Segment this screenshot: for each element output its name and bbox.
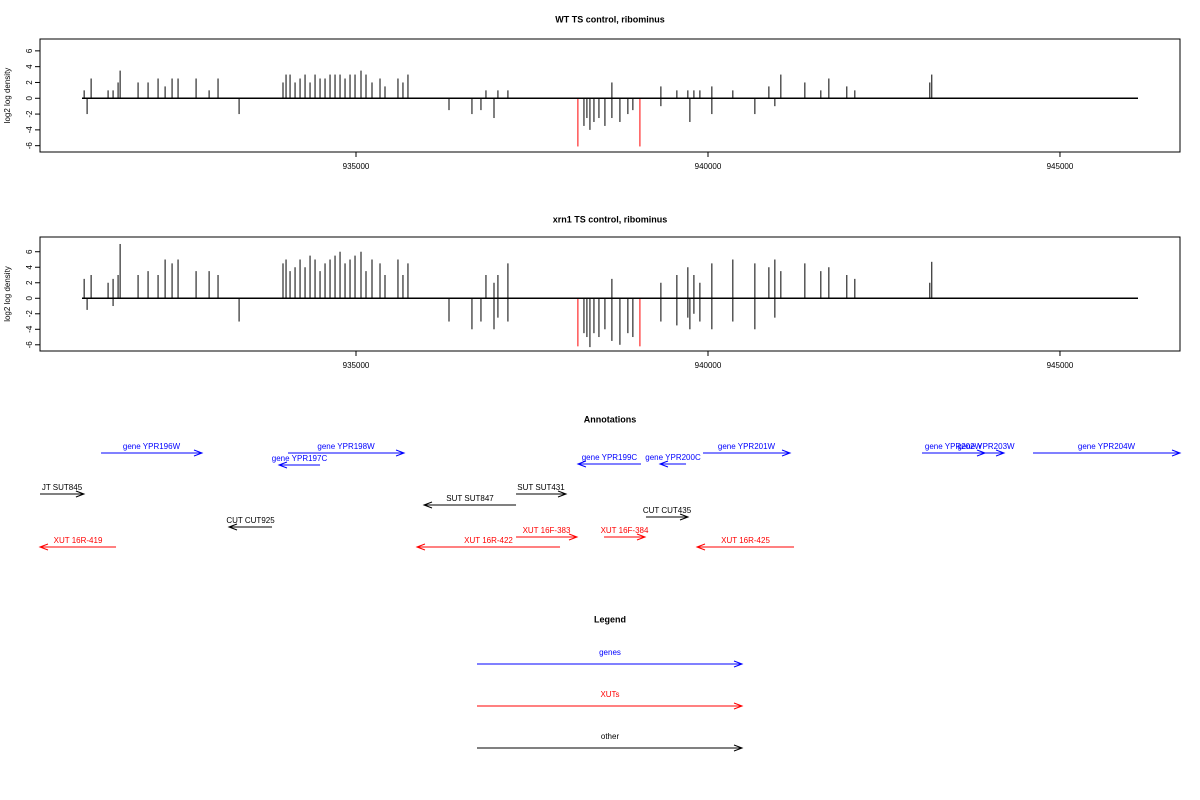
arrow-head bbox=[679, 513, 690, 521]
arrow-head bbox=[636, 533, 647, 541]
feature-label: gene YPR201W bbox=[718, 442, 776, 451]
y-axis-label: log2 log density bbox=[3, 68, 12, 124]
y-tick-label: 2 bbox=[25, 280, 34, 285]
arrow-head bbox=[395, 449, 406, 457]
x-tick-label: 940000 bbox=[695, 361, 722, 370]
feature-label: gene YPR199C bbox=[582, 453, 638, 462]
y-tick-label: 6 bbox=[25, 249, 34, 254]
chart-title: xrn1 TS control, ribominus bbox=[553, 214, 668, 224]
feature-label: XUT 16F-384 bbox=[601, 526, 649, 535]
y-tick-label: -6 bbox=[25, 142, 34, 150]
x-tick-label: 940000 bbox=[695, 162, 722, 171]
annotations-title: Annotations bbox=[584, 414, 637, 424]
chart-title: WT TS control, ribominus bbox=[555, 14, 665, 24]
feature-label: gene YPR204W bbox=[1078, 442, 1136, 451]
y-tick-label: 0 bbox=[25, 295, 34, 300]
arrow-head bbox=[415, 543, 426, 551]
y-tick-label: -4 bbox=[25, 126, 34, 134]
arrow-head bbox=[1171, 449, 1182, 457]
arrow-head bbox=[995, 449, 1006, 457]
y-tick-label: 6 bbox=[25, 48, 34, 53]
arrow-head bbox=[277, 461, 288, 469]
y-tick-label: 4 bbox=[25, 264, 34, 269]
feature-label: gene YPR202W bbox=[925, 442, 983, 451]
y-tick-label: -4 bbox=[25, 325, 34, 333]
legend-title: Legend bbox=[594, 614, 626, 624]
feature-label: XUT 16R-419 bbox=[54, 536, 103, 545]
arrow-head bbox=[422, 501, 433, 509]
plot-frame bbox=[39, 38, 1181, 153]
plot-frame bbox=[39, 236, 1181, 352]
feature-label: SUT SUT431 bbox=[517, 483, 565, 492]
y-tick-label: -2 bbox=[25, 310, 34, 318]
feature-label: gene YPR200C bbox=[645, 453, 701, 462]
feature-label: JT SUT845 bbox=[42, 483, 83, 492]
arrow-head bbox=[658, 460, 669, 468]
arrow-head bbox=[227, 523, 238, 531]
legend-label: genes bbox=[599, 648, 621, 657]
arrow-head bbox=[733, 660, 744, 668]
arrow-head bbox=[557, 490, 568, 498]
arrow-head bbox=[576, 460, 587, 468]
arrow-head bbox=[38, 543, 49, 551]
legend-label: other bbox=[601, 732, 620, 741]
arrow-head bbox=[733, 744, 744, 752]
y-tick-label: 2 bbox=[25, 80, 34, 85]
feature-label: gene YPR196W bbox=[123, 442, 181, 451]
arrow-head bbox=[733, 702, 744, 710]
y-tick-label: -6 bbox=[25, 341, 34, 349]
arrow-head bbox=[695, 543, 706, 551]
arrow-head bbox=[193, 449, 204, 457]
legend-label: XUTs bbox=[600, 690, 619, 699]
x-tick-label: 935000 bbox=[343, 162, 370, 171]
feature-label: SUT SUT847 bbox=[446, 494, 494, 503]
feature-label: CUT CUT925 bbox=[226, 516, 275, 525]
feature-label: gene YPR203W bbox=[957, 442, 1015, 451]
x-tick-label: 945000 bbox=[1047, 162, 1074, 171]
arrow-head bbox=[781, 449, 792, 457]
feature-label: XUT 16R-425 bbox=[721, 536, 770, 545]
feature-label: gene YPR197C bbox=[272, 454, 328, 463]
y-tick-label: -2 bbox=[25, 110, 34, 118]
y-axis-label: log2 log density bbox=[3, 266, 12, 322]
x-tick-label: 945000 bbox=[1047, 361, 1074, 370]
arrow-head bbox=[75, 490, 86, 498]
feature-label: CUT CUT435 bbox=[643, 506, 692, 515]
feature-label: XUT 16F-383 bbox=[523, 526, 571, 535]
arrow-head bbox=[568, 533, 579, 541]
y-tick-label: 0 bbox=[25, 95, 34, 100]
y-tick-label: 4 bbox=[25, 64, 34, 69]
feature-label: gene YPR198W bbox=[317, 442, 375, 451]
feature-label: XUT 16R-422 bbox=[464, 536, 513, 545]
x-tick-label: 935000 bbox=[343, 361, 370, 370]
